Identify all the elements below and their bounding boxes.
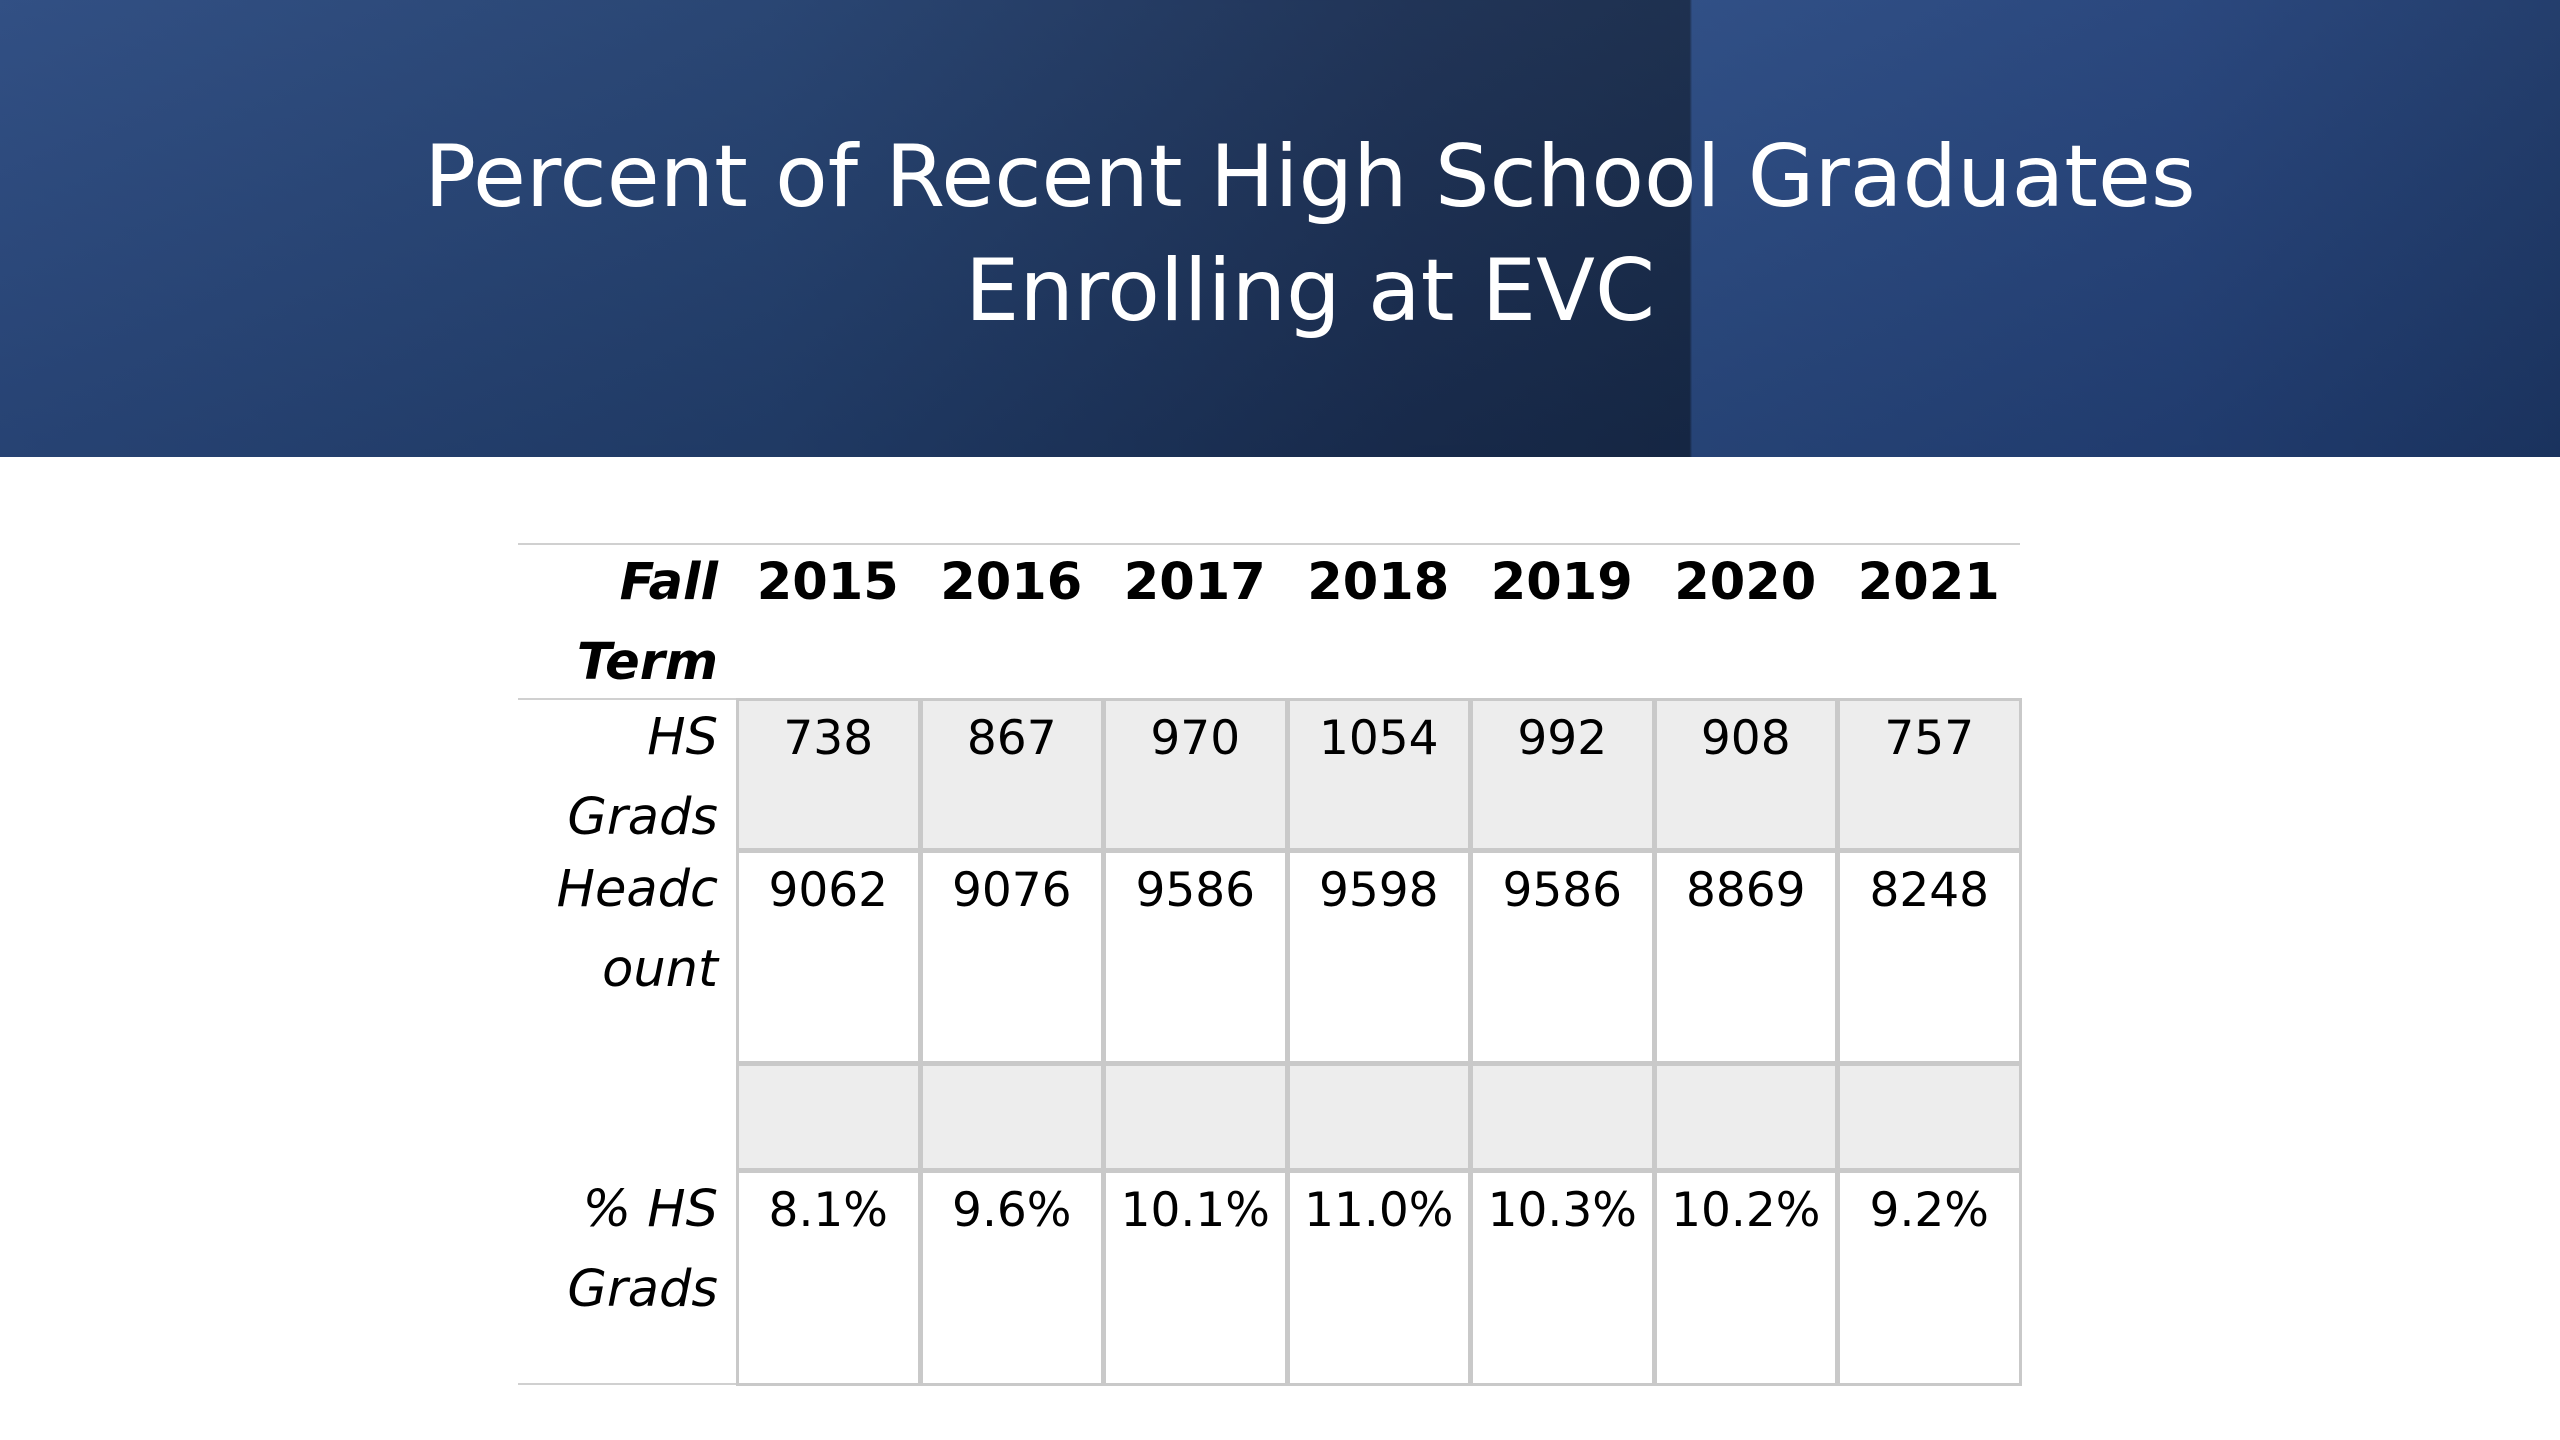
- table-cell: [1286, 1063, 1471, 1171]
- table-cell: 908: [1653, 698, 1838, 851]
- year-header-2016: 2016: [940, 553, 1083, 612]
- table-cell: 9062: [736, 850, 921, 1064]
- table-cell: [919, 1063, 1104, 1171]
- table-cell: [1470, 1063, 1655, 1171]
- table-cell: 8.1%: [736, 1170, 921, 1386]
- year-header-2018: 2018: [1307, 553, 1450, 612]
- row-label-4: % HS Grads: [567, 1180, 718, 1319]
- table-cell: 9.6%: [919, 1170, 1104, 1386]
- table-cell: 9598: [1286, 850, 1471, 1064]
- table-cell: 8248: [1837, 850, 2022, 1064]
- table-cell: 757: [1837, 698, 2022, 851]
- table-cell: 738: [736, 698, 921, 851]
- slide-title-line-2: Enrolling at EVC: [964, 241, 1655, 341]
- table-cell: 9.2%: [1837, 1170, 2022, 1386]
- slide-title-line-1: Percent of Recent High School Graduates: [424, 127, 2196, 227]
- table-rule: [518, 698, 736, 700]
- table-cell: 8869: [1653, 850, 1838, 1064]
- table-cell: 11.0%: [1286, 1170, 1471, 1386]
- table-cell: [1837, 1063, 2022, 1171]
- table-cell: 9586: [1103, 850, 1288, 1064]
- table-cell: 970: [1103, 698, 1288, 851]
- enrollment-table: Fall Term 2015 2016 2017 2018 2019 2020 2021 HS …: [518, 543, 2022, 1386]
- table-cell: [1653, 1063, 1838, 1171]
- table-rule: [518, 1383, 736, 1385]
- title-banner: [0, 0, 2560, 457]
- table-cell: 867: [919, 698, 1104, 851]
- row-label-2: Headc ount: [556, 860, 718, 999]
- header-label-fall-term: Fall Term: [576, 553, 718, 692]
- table-cell: [736, 1063, 921, 1171]
- year-header-2020: 2020: [1674, 553, 1817, 612]
- table-cell: 10.3%: [1470, 1170, 1655, 1386]
- table-cell: 9586: [1470, 850, 1655, 1064]
- year-header-2017: 2017: [1123, 553, 1266, 612]
- table-cell: 10.2%: [1653, 1170, 1838, 1386]
- row-label-1: HS Grads: [567, 708, 718, 847]
- slide-title: Percent of Recent High School Graduates …: [0, 120, 2560, 348]
- table-cell: 10.1%: [1103, 1170, 1288, 1386]
- year-header-2019: 2019: [1490, 553, 1633, 612]
- table-rule: [518, 543, 2020, 545]
- year-header-2015: 2015: [756, 553, 899, 612]
- table-cell: 9076: [919, 850, 1104, 1064]
- table-cell: 1054: [1286, 698, 1471, 851]
- year-header-2021: 2021: [1857, 553, 2000, 612]
- table-cell: 992: [1470, 698, 1655, 851]
- table-cell: [1103, 1063, 1288, 1171]
